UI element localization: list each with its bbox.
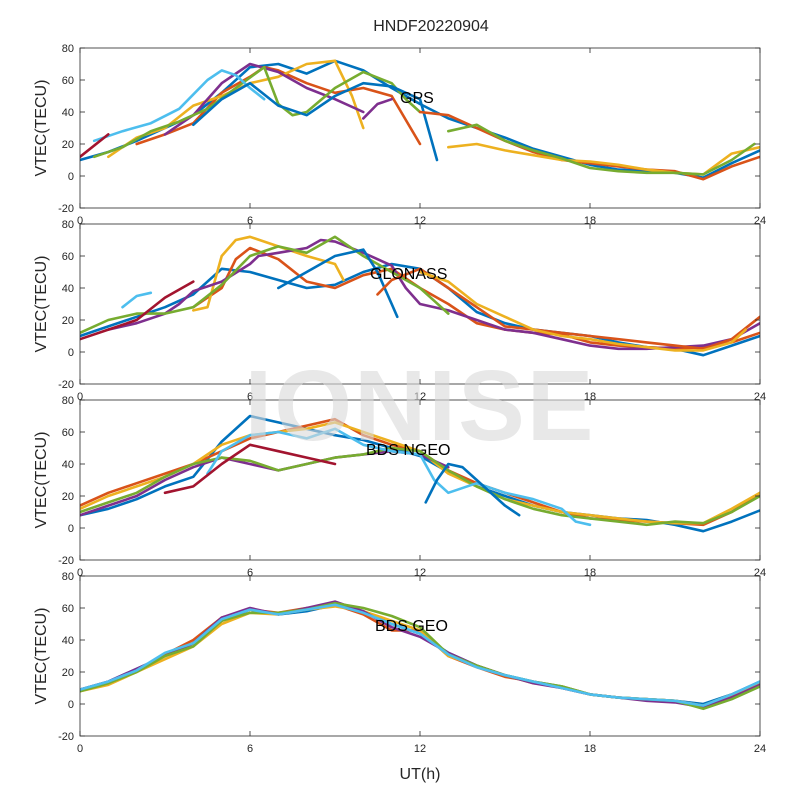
y-tick-label: 40 — [62, 635, 74, 647]
y-tick-label: 60 — [62, 251, 74, 263]
x-axis-label: UT(h) — [400, 766, 441, 783]
x-tick-label: 0 — [77, 743, 83, 755]
x-tick-label: 18 — [584, 743, 596, 755]
series-line — [192, 81, 439, 162]
y-tick-label: 80 — [62, 219, 74, 231]
y-tick-label: 40 — [62, 459, 74, 471]
y-tick-label: 80 — [62, 571, 74, 583]
y-tick-label: 20 — [62, 667, 74, 679]
y-axis-label: VTEC(TECU) — [33, 608, 50, 705]
series-group — [80, 414, 760, 533]
y-tick-label: 0 — [68, 171, 74, 183]
watermark: IONISE — [245, 350, 596, 462]
plot-area — [80, 48, 760, 208]
series-line — [163, 443, 337, 495]
series-group — [80, 235, 760, 357]
panel-label: BDS GEO — [375, 618, 448, 635]
y-axis-label: VTEC(TECU) — [33, 256, 50, 353]
y-tick-label: 40 — [62, 107, 74, 119]
panel-label: GLONASS — [370, 266, 447, 283]
x-tick-label: 0 — [77, 567, 83, 579]
y-axis-label: VTEC(TECU) — [33, 80, 50, 177]
y-tick-label: -20 — [58, 731, 74, 743]
y-tick-label: 20 — [62, 491, 74, 503]
y-tick-label: 0 — [68, 523, 74, 535]
series-line — [80, 446, 760, 527]
series-line — [447, 123, 756, 176]
series-line — [92, 69, 266, 143]
series-group — [80, 600, 760, 711]
x-tick-label: 12 — [414, 743, 426, 755]
x-tick-label: 6 — [247, 215, 253, 227]
series-line — [206, 427, 592, 527]
x-tick-label: 0 — [77, 215, 83, 227]
y-tick-label: -20 — [58, 555, 74, 567]
y-tick-label: -20 — [58, 203, 74, 215]
plot-area — [80, 576, 760, 736]
y-tick-label: 80 — [62, 43, 74, 55]
y-tick-label: 60 — [62, 603, 74, 615]
series-line — [80, 133, 110, 159]
panel-label: GPS — [400, 90, 434, 107]
y-tick-label: 20 — [62, 315, 74, 327]
y-tick-label: 60 — [62, 75, 74, 87]
y-tick-label: 0 — [68, 699, 74, 711]
series-line — [424, 462, 521, 517]
series-line — [80, 449, 450, 517]
x-tick-label: 6 — [247, 743, 253, 755]
y-tick-label: 60 — [62, 427, 74, 439]
series-line — [418, 110, 760, 181]
series-line — [80, 280, 195, 341]
series-group — [80, 59, 760, 181]
y-tick-label: 80 — [62, 395, 74, 407]
series-line — [121, 291, 153, 309]
y-tick-label: 20 — [62, 139, 74, 151]
x-tick-label: 0 — [77, 391, 83, 403]
panel-label: BDS NGEO — [366, 442, 450, 459]
series-line — [80, 603, 760, 707]
series-line — [418, 270, 748, 352]
figure-title: HNDF20220904 — [373, 18, 489, 35]
y-tick-label: 40 — [62, 283, 74, 295]
y-tick-label: 0 — [68, 347, 74, 359]
x-tick-label: 6 — [247, 567, 253, 579]
x-tick-label: 6 — [247, 391, 253, 403]
y-tick-label: -20 — [58, 379, 74, 391]
plot-area — [80, 400, 760, 560]
y-axis-label: VTEC(TECU) — [33, 432, 50, 529]
x-tick-label: 24 — [754, 743, 766, 755]
series-line — [362, 97, 393, 120]
series-line — [277, 248, 399, 319]
